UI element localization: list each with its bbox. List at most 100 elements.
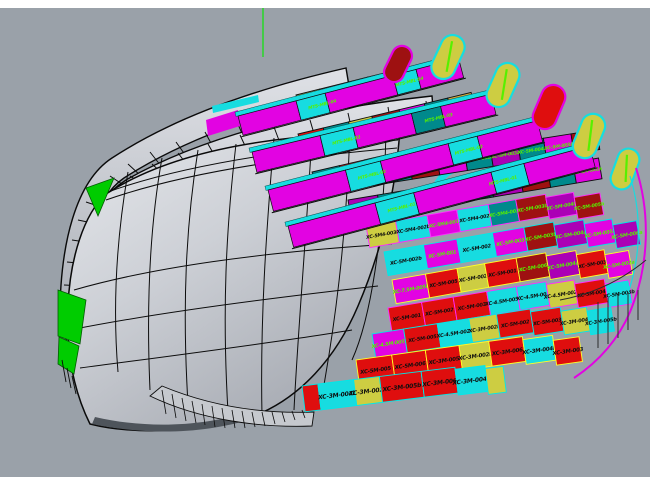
plate-label: XC-5M4-002 [458,213,491,225]
shell-seams-horizontal [69,139,399,369]
plate-label: XC-5M-004a [546,260,580,272]
plate-label: XC-5M-005 [359,366,392,376]
stern-wrap-edge [573,167,647,379]
plate-label: XC-3M-006 [421,377,457,388]
rail-cyan-sliver [212,95,259,113]
ribbon-cap-shape[interactable] [483,59,524,111]
ribbon-segment[interactable] [476,120,544,158]
ribbon-shadow-edge [271,142,546,214]
green-panel-bow-1[interactable] [57,289,87,345]
plate-label: XC-5M-002 [424,307,455,318]
plate-label: XC-5M-001 [427,249,457,260]
plate-label: XC-3M-006 [491,347,524,357]
plate-label: XC-3M-005b [381,382,422,394]
plate-label: XC-5M-003b [516,203,549,215]
plate-label: XC-3M-004b [558,316,592,327]
plate-label: XC-5M-005a [543,141,574,152]
plate-label: XC-5M-003b [524,232,558,244]
ribbon-cap[interactable] [529,81,569,133]
plate-label: XC-5M-003 [495,237,526,248]
plate-label: XC-5M-002 [457,273,488,284]
plate-label: XC-4.5M-001 [515,291,550,303]
plate-label: XC-5M-005b [602,289,636,300]
plate-label: XC-5M-005b [572,201,605,213]
plate-label: XC-5M-004a [516,146,547,157]
cap-highlight-streak [500,68,508,100]
ribbon-cap-shape[interactable] [529,81,569,133]
ribbon-cap-shape[interactable] [569,110,608,162]
top-margin [0,0,650,8]
ribbon-cap-shape[interactable] [607,146,642,193]
ribbon-cap[interactable] [569,110,608,162]
plate-label: XC-5M-001 [487,268,517,279]
cap-highlight-streak [624,154,629,183]
cap-highlight-streak [445,41,454,72]
plate-label: XC-3M-002b [457,351,493,362]
hull-plate[interactable] [484,365,507,395]
plate-label: XC-5M4-001 [427,219,459,230]
plate-label: XC-3M-002b [467,324,501,335]
plate-row: XC-7.5M-005b XC-5M-005 XC-5M-002 XC-5M-001 X… [391,249,636,305]
hatch-lines [161,389,306,429]
plate-label: XC-3M-004b [317,390,358,402]
ribbon-shadow-edge [255,114,499,175]
plate-label: XC-5M-005 [428,278,459,289]
hull-plate[interactable] [573,192,605,220]
hull-plate[interactable] [552,336,583,366]
shell-seams-vertical [115,127,387,417]
plate-label: XC-5M-003 [456,302,487,313]
plate-label: XC-5M-001 [391,313,421,324]
ribbon-cap[interactable] [381,43,416,86]
hull-plate[interactable] [604,249,634,279]
plate-label: XC-5M-004b [545,201,578,213]
plate-label: XC-5M-006a [610,230,644,242]
plate-row: XC-5M-001XC-5M-002XC-5M-003XC-4.5M-005bX… [387,278,636,333]
cap-highlight-streak [587,119,594,151]
plate-label: XC-5M-005a [583,228,617,240]
plate-label: XC-5M-003 [577,259,608,270]
plate-label: XC-5M-002 [500,319,531,330]
plate-label: XC-5M-004 [576,289,607,300]
ribbon-shadow-edge [241,77,466,138]
plate-label: XC-4.5M-005b [370,338,409,350]
plate-label: XC-3M-002b [348,386,389,398]
plate-label: XC-3M-004b [521,345,557,356]
plate-label: XC-3M-004b [451,375,492,387]
plate-label: XC-5M-003 [532,317,563,328]
plate-label: XC-4.5M-002b [435,328,474,340]
plate-label: XC-5M4-003 [487,208,520,220]
ribbon-cap-shape[interactable] [381,43,416,86]
ribbon-shadow-edge [291,167,598,250]
plate-label: XC-5M-002b [389,255,423,267]
plate-label: XC-5M-004a [554,229,588,241]
ribbon-caps [381,31,642,193]
bottom-lip-shadow [92,411,254,432]
plate-label: XC-5M-006 [518,263,549,274]
plate-label: XC-5M-005 [407,334,438,345]
keel-hatch-band [149,385,315,429]
plate-label: XC-5M-002a [602,259,636,271]
bottom-margin [0,477,650,488]
ribbon-cap-shape[interactable] [427,31,468,83]
ribbon-cap[interactable] [483,59,524,111]
bow-tip-dashes [61,359,77,395]
side-shell-quilt: XC-5M-003aXC-5M-004aXC-5M-005aXC-5M-006a… [301,129,644,413]
rail-magenta-sliver [206,110,240,136]
plate-label: XC-5M-001a [572,166,603,177]
green-panel-triangle[interactable] [85,177,115,218]
plate-row: XC-4.5M-005b XC-5M-005 XC-4.5M-002bXC-3M-0… [370,306,618,359]
plate-label: XC-5M-003a [490,150,521,161]
stern-frame-lines [559,259,647,348]
ribbon-cap[interactable] [607,146,642,193]
ribbon-cap[interactable] [427,31,468,83]
plate-label: XC-3M-005b [584,316,618,327]
plate-row: XC-5M4-003bXC-5M4-002bXC-5M4-001XC-5M4-0… [365,191,605,249]
plate-label: XC-3M-005 [427,356,460,366]
plate-label: XC-5M-002 [461,243,492,254]
